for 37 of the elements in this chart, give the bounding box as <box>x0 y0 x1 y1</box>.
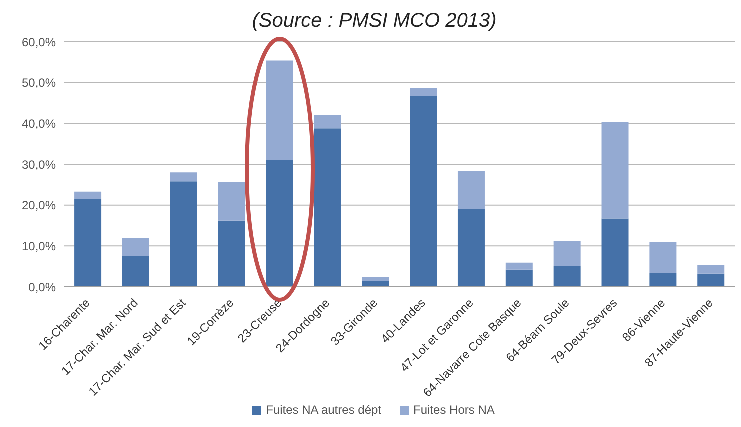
y-tick-label: 10,0% <box>22 239 56 254</box>
legend-label: Fuites NA autres dépt <box>265 403 382 417</box>
legend-label: Fuites Hors NA <box>412 403 495 417</box>
bar <box>314 115 342 129</box>
bar <box>554 241 581 266</box>
bar <box>218 182 246 221</box>
bar <box>362 277 390 282</box>
bar <box>554 266 581 287</box>
bar <box>410 88 438 96</box>
y-tick-label: 40,0% <box>22 116 56 131</box>
bar <box>218 220 246 287</box>
y-tick-label: 50,0% <box>22 76 56 90</box>
y-tick-label: 30,0% <box>22 158 56 172</box>
y-tick-label: 60,0% <box>22 35 56 50</box>
bar <box>74 199 102 287</box>
bar <box>410 96 438 287</box>
bar <box>74 192 102 200</box>
y-tick-label: 0,0% <box>28 280 56 294</box>
bar <box>698 274 725 287</box>
bar <box>458 171 485 210</box>
y-tick-label: 20,0% <box>22 198 56 213</box>
bar <box>122 256 150 287</box>
bar <box>506 262 533 270</box>
bar <box>122 238 150 256</box>
bar <box>506 270 533 287</box>
bar <box>170 182 198 287</box>
chart-title: (Source : PMSI MCO 2013) <box>251 10 498 33</box>
bar <box>266 60 294 160</box>
bar <box>698 265 725 274</box>
bar <box>602 122 629 219</box>
bar <box>650 242 677 274</box>
bar <box>266 160 294 287</box>
bar <box>170 172 198 182</box>
bar <box>650 273 677 287</box>
bar <box>602 218 629 287</box>
bar <box>314 128 342 287</box>
bar <box>458 209 485 287</box>
